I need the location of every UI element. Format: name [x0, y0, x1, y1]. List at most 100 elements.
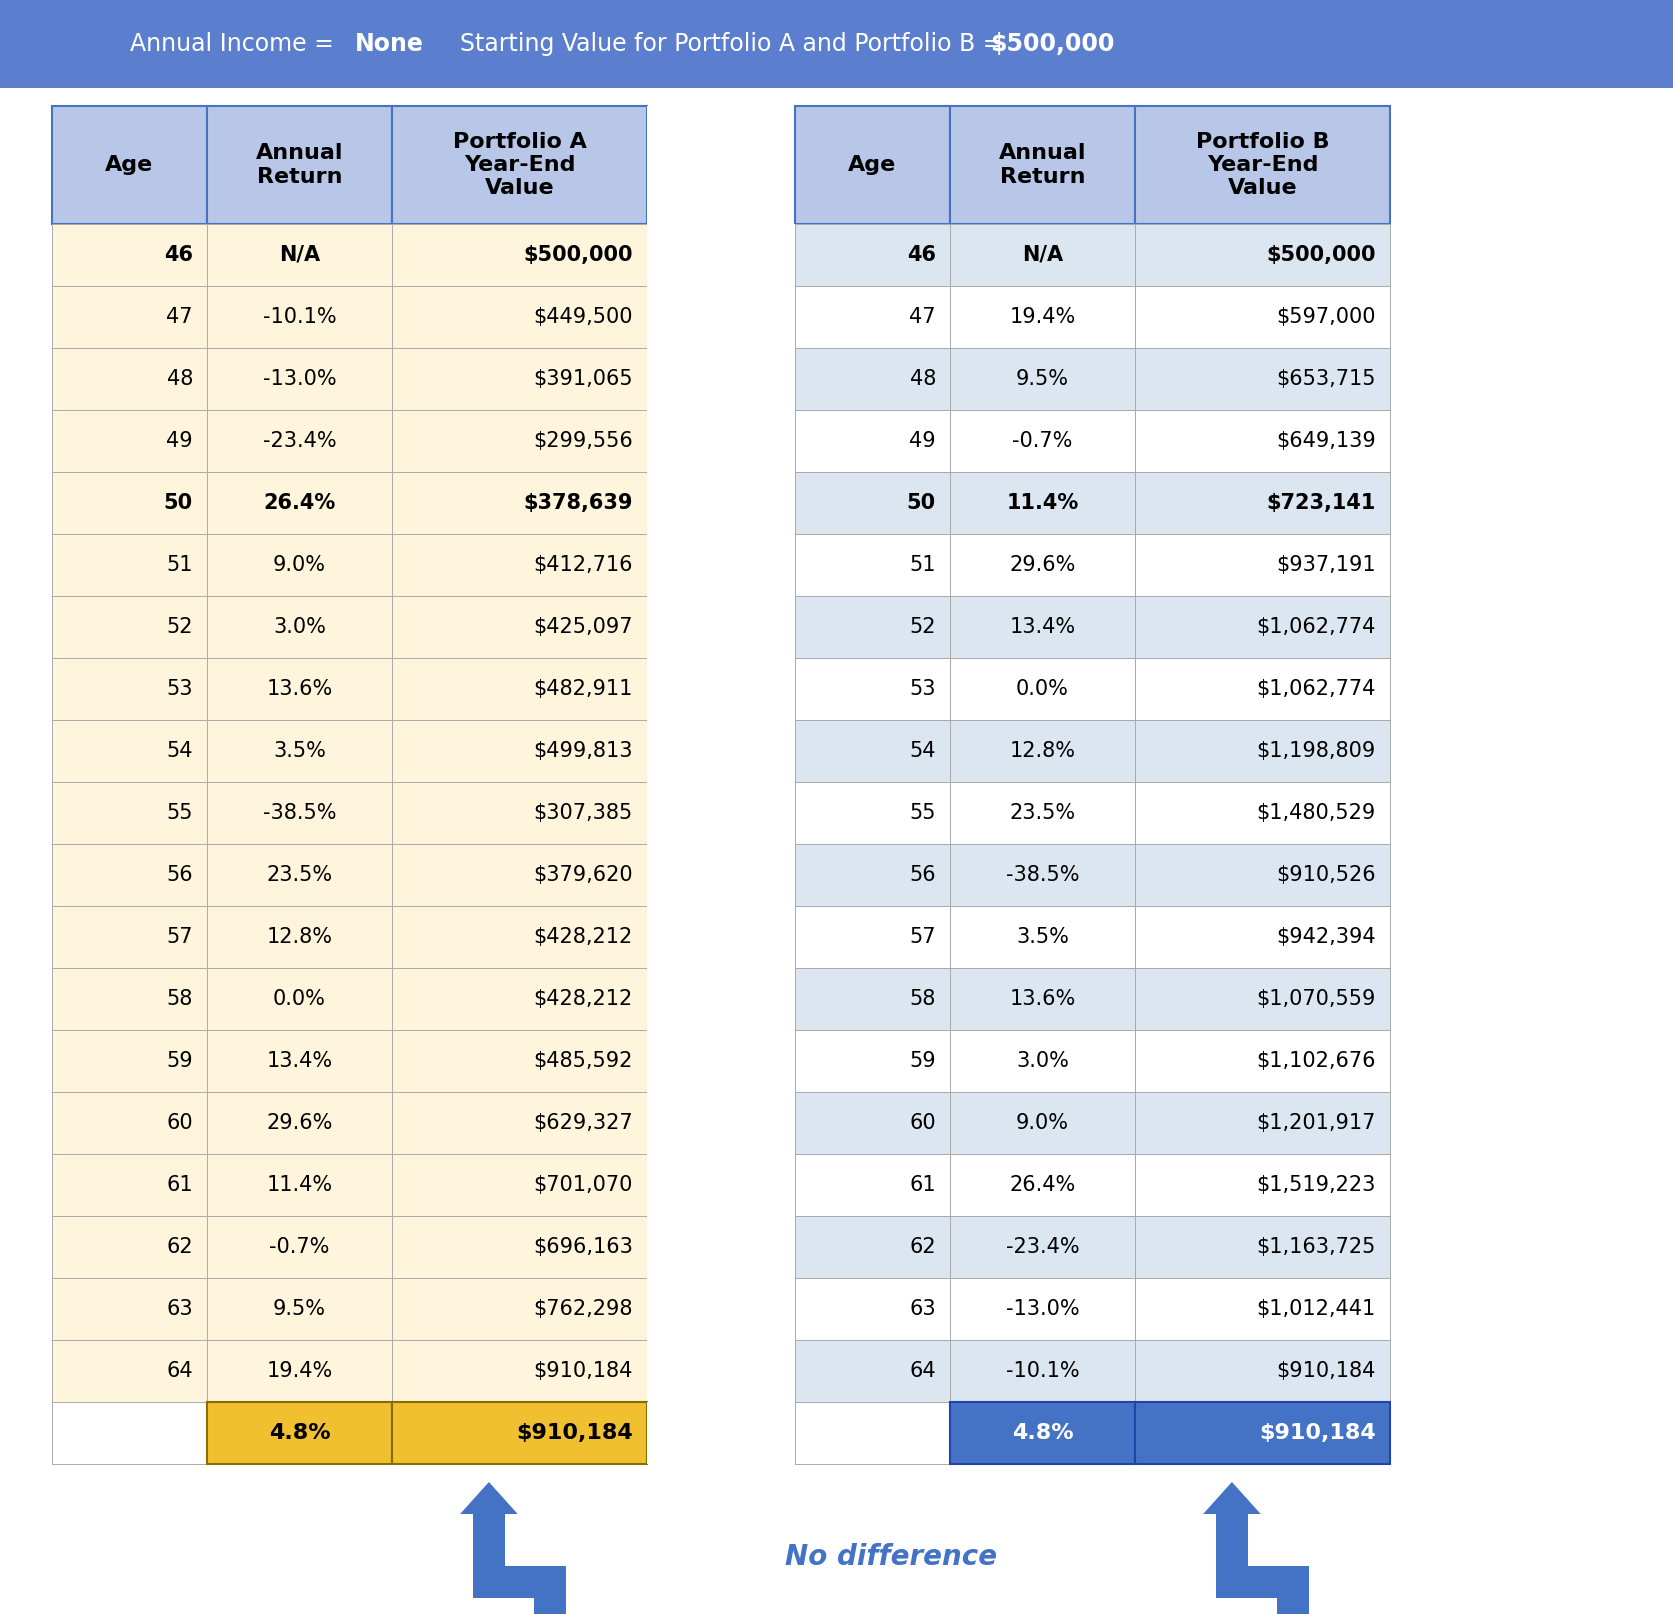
Text: $500,000: $500,000	[989, 32, 1114, 56]
Text: -10.1%: -10.1%	[263, 307, 336, 328]
Bar	[391, 1403, 646, 1464]
Text: $1,012,441: $1,012,441	[1256, 1299, 1375, 1319]
Bar	[1134, 1278, 1389, 1340]
Bar	[1134, 349, 1389, 410]
Bar	[207, 534, 391, 596]
Text: N/A: N/A	[1021, 245, 1062, 265]
Text: $391,065: $391,065	[534, 370, 632, 389]
Bar	[646, 1278, 795, 1340]
Text: 64: 64	[166, 1361, 192, 1382]
Text: $1,102,676: $1,102,676	[1256, 1051, 1375, 1072]
Bar	[207, 349, 391, 410]
Bar	[795, 659, 950, 720]
Text: -13.0%: -13.0%	[1005, 1299, 1079, 1319]
Bar	[646, 410, 795, 471]
Text: $723,141: $723,141	[1266, 492, 1375, 513]
Bar	[207, 1154, 391, 1215]
Bar	[52, 286, 207, 349]
Text: -0.7%: -0.7%	[269, 1236, 330, 1257]
Text: Age: Age	[105, 155, 154, 174]
Text: 51: 51	[908, 555, 935, 575]
Text: 51: 51	[166, 555, 192, 575]
Text: 60: 60	[908, 1114, 935, 1133]
Text: 53: 53	[166, 679, 192, 699]
Bar	[534, 1566, 565, 1614]
Bar	[1134, 905, 1389, 968]
Bar	[1276, 1566, 1308, 1614]
Text: $942,394: $942,394	[1275, 926, 1375, 947]
Text: 55: 55	[908, 804, 935, 823]
Text: $1,519,223: $1,519,223	[1256, 1175, 1375, 1194]
Bar	[52, 1030, 207, 1093]
Bar	[391, 844, 646, 905]
Bar	[950, 1278, 1134, 1340]
Bar	[1134, 968, 1389, 1030]
Text: 13.4%: 13.4%	[1009, 617, 1076, 638]
Bar	[646, 286, 795, 349]
Bar	[52, 844, 207, 905]
Text: 0.0%: 0.0%	[1016, 679, 1069, 699]
Text: 56: 56	[908, 865, 935, 884]
Text: $379,620: $379,620	[534, 865, 632, 884]
Text: 49: 49	[166, 431, 192, 450]
Text: $762,298: $762,298	[534, 1299, 632, 1319]
Text: Annual Income =: Annual Income =	[130, 32, 341, 56]
Bar	[646, 968, 795, 1030]
Bar	[646, 1030, 795, 1093]
Bar	[795, 1030, 950, 1093]
Bar	[795, 783, 950, 844]
Text: $597,000: $597,000	[1276, 307, 1375, 328]
Bar	[1134, 659, 1389, 720]
Bar	[646, 534, 795, 596]
Bar	[207, 659, 391, 720]
Bar	[795, 1093, 950, 1154]
Bar	[795, 596, 950, 659]
Text: 3.0%: 3.0%	[1016, 1051, 1069, 1072]
Text: 56: 56	[166, 865, 192, 884]
Text: $500,000: $500,000	[1266, 245, 1375, 265]
Text: 59: 59	[166, 1051, 192, 1072]
Text: 50: 50	[907, 492, 935, 513]
Bar	[795, 534, 950, 596]
Text: 13.6%: 13.6%	[266, 679, 333, 699]
Text: $1,201,917: $1,201,917	[1256, 1114, 1375, 1133]
Bar	[795, 286, 950, 349]
Text: 19.4%: 19.4%	[266, 1361, 333, 1382]
Bar	[391, 1278, 646, 1340]
Text: 47: 47	[166, 307, 192, 328]
Bar	[391, 783, 646, 844]
Text: 19.4%: 19.4%	[1009, 307, 1076, 328]
Bar	[472, 1514, 505, 1566]
Text: 48: 48	[908, 370, 935, 389]
Text: 11.4%: 11.4%	[1005, 492, 1077, 513]
Bar	[207, 968, 391, 1030]
Bar	[0, 0, 1673, 89]
Text: $485,592: $485,592	[534, 1051, 632, 1072]
Text: $1,198,809: $1,198,809	[1256, 741, 1375, 760]
Bar	[391, 286, 646, 349]
Text: -38.5%: -38.5%	[263, 804, 336, 823]
Text: $428,212: $428,212	[534, 989, 632, 1009]
Text: 48: 48	[167, 370, 192, 389]
Bar	[52, 905, 207, 968]
Bar	[646, 659, 795, 720]
Bar	[391, 1093, 646, 1154]
Text: 3.5%: 3.5%	[1016, 926, 1069, 947]
Text: 53: 53	[908, 679, 935, 699]
Bar	[52, 1278, 207, 1340]
Bar	[391, 224, 646, 286]
Text: $937,191: $937,191	[1275, 555, 1375, 575]
Bar	[950, 1215, 1134, 1278]
Bar	[1134, 1215, 1389, 1278]
Bar	[207, 224, 391, 286]
Bar	[795, 905, 950, 968]
Bar	[207, 1403, 391, 1464]
Text: $653,715: $653,715	[1276, 370, 1375, 389]
Bar	[646, 844, 795, 905]
Text: 3.5%: 3.5%	[273, 741, 326, 760]
Bar	[1134, 1093, 1389, 1154]
Bar	[52, 783, 207, 844]
Bar	[950, 783, 1134, 844]
Polygon shape	[460, 1482, 517, 1514]
Text: $910,184: $910,184	[534, 1361, 632, 1382]
